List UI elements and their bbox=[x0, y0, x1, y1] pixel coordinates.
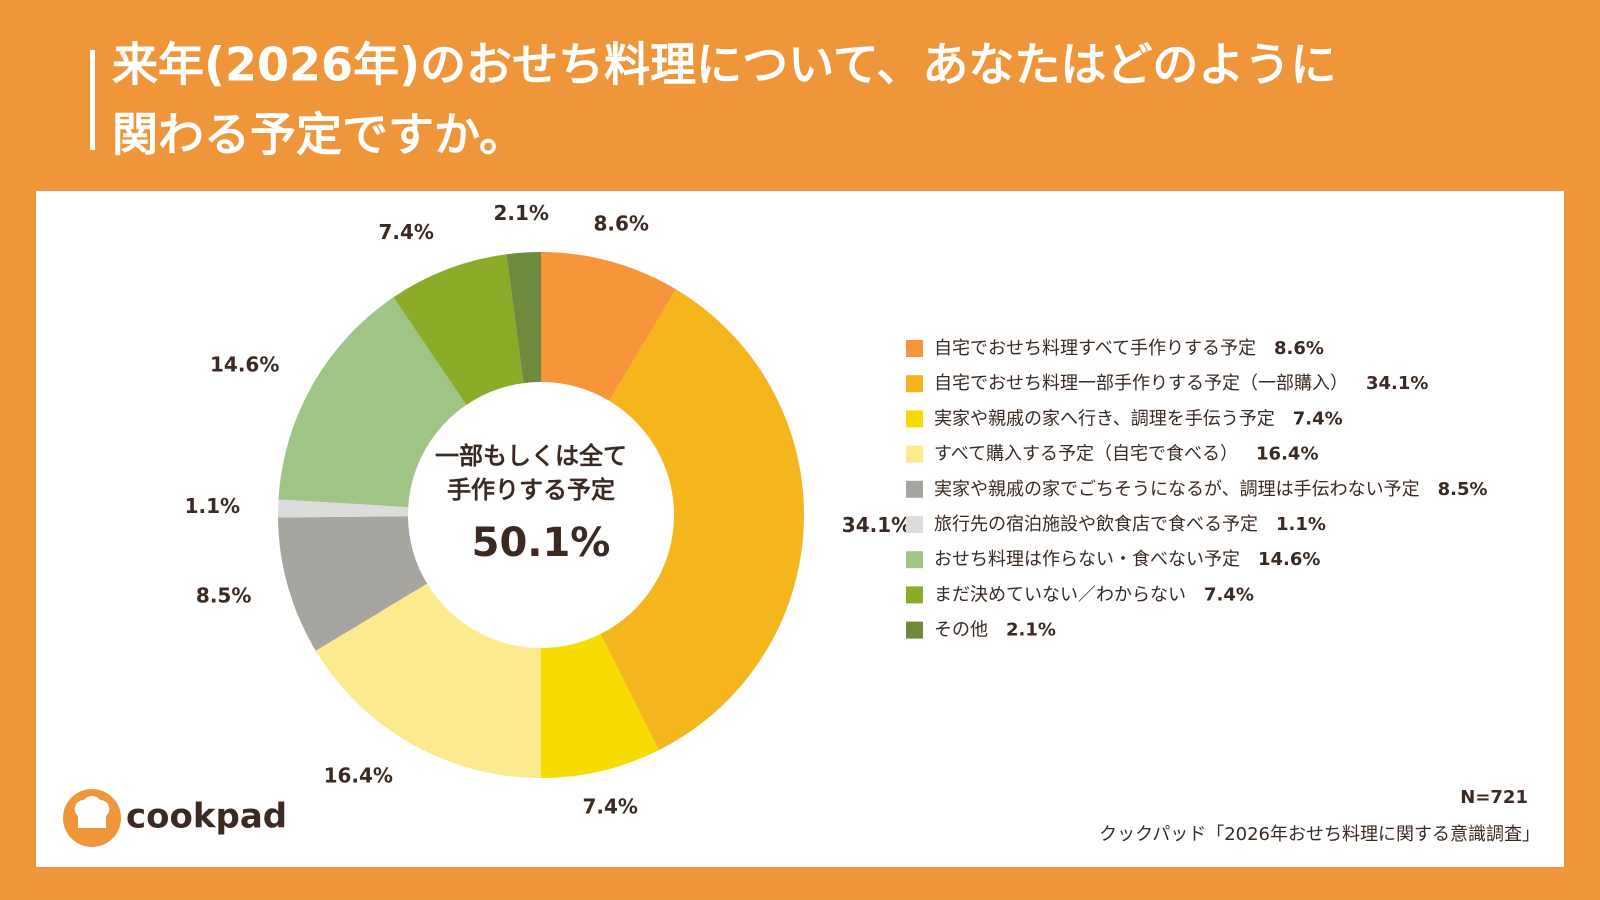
legend-value: 34.1% bbox=[1366, 373, 1428, 394]
legend-swatch bbox=[906, 516, 923, 533]
data-label: 7.4% bbox=[582, 794, 637, 818]
chart: 8.6%34.1%7.4%16.4%8.5%1.1%14.6%7.4%2.1%一… bbox=[185, 201, 1488, 818]
legend-value: 1.1% bbox=[1276, 514, 1326, 535]
legend-value: 2.1% bbox=[1006, 620, 1056, 641]
title-line: 来年(2026年)のおせち料理について、あなたはどのように bbox=[112, 38, 1336, 92]
legend-label: すべて購入する予定（自宅で食べる） bbox=[934, 444, 1238, 465]
legend-swatch bbox=[906, 480, 923, 498]
legend-swatch bbox=[906, 621, 923, 639]
legend-label: 自宅でおせち料理すべて手作りする予定 bbox=[934, 338, 1256, 359]
sample-note: N=721 bbox=[1460, 787, 1528, 808]
legend-label: おせち料理は作らない・食べない予定 bbox=[934, 549, 1240, 570]
data-label: 7.4% bbox=[378, 220, 433, 244]
logo-hat bbox=[74, 796, 110, 828]
legend-label: まだ決めていない／わからない bbox=[934, 584, 1186, 605]
legend-value: 14.6% bbox=[1258, 549, 1320, 570]
donut-slice bbox=[315, 583, 541, 779]
legend-swatch bbox=[906, 445, 923, 463]
data-label: 2.1% bbox=[493, 201, 548, 225]
data-label: 34.1% bbox=[842, 513, 911, 537]
title-line: 関わる予定ですか。 bbox=[112, 108, 525, 162]
legend-label: 自宅でおせち料理一部手作りする予定（一部購入） bbox=[934, 373, 1348, 394]
logo-text: cookpad bbox=[126, 797, 287, 837]
legend-label: その他 bbox=[934, 620, 988, 641]
donut-slice bbox=[600, 289, 804, 751]
legend-value: 16.4% bbox=[1256, 444, 1318, 465]
donut-slice bbox=[541, 252, 677, 401]
title-bar bbox=[90, 50, 95, 150]
legend-value: 7.4% bbox=[1204, 584, 1254, 605]
legend-swatch bbox=[906, 375, 923, 393]
legend-value: 8.5% bbox=[1438, 479, 1488, 500]
legend-value: 8.6% bbox=[1274, 338, 1324, 359]
data-label: 1.1% bbox=[185, 494, 240, 518]
center-value: 50.1% bbox=[472, 520, 611, 566]
data-label: 8.5% bbox=[196, 583, 251, 607]
legend-label: 実家や親戚の家へ行き、調理を手伝う予定 bbox=[934, 408, 1275, 429]
data-label: 14.6% bbox=[210, 353, 279, 377]
legend-value: 7.4% bbox=[1293, 408, 1343, 429]
donut-slice bbox=[506, 252, 541, 384]
data-label: 16.4% bbox=[324, 764, 393, 788]
center-text: 手作りする予定 bbox=[447, 476, 615, 504]
legend-label: 旅行先の宿泊施設や飲食店で食べる予定 bbox=[934, 514, 1258, 535]
donut-slice bbox=[393, 254, 524, 405]
donut-slice bbox=[541, 633, 659, 778]
legend-swatch bbox=[906, 340, 923, 357]
donut-slice bbox=[278, 516, 428, 651]
legend-swatch bbox=[906, 586, 923, 604]
legend-label: 実家や親戚の家でごちそうになるが、調理は手伝わない予定 bbox=[934, 479, 1420, 500]
donut-slice bbox=[278, 499, 409, 518]
legend-swatch bbox=[906, 551, 923, 569]
legend-swatch bbox=[906, 410, 923, 428]
center-text: 一部もしくは全て bbox=[435, 442, 627, 470]
data-label: 8.6% bbox=[593, 211, 648, 235]
source: クックパッド「2026年おせち料理に関する意識調査」 bbox=[1099, 824, 1540, 845]
donut-slice bbox=[278, 297, 467, 508]
